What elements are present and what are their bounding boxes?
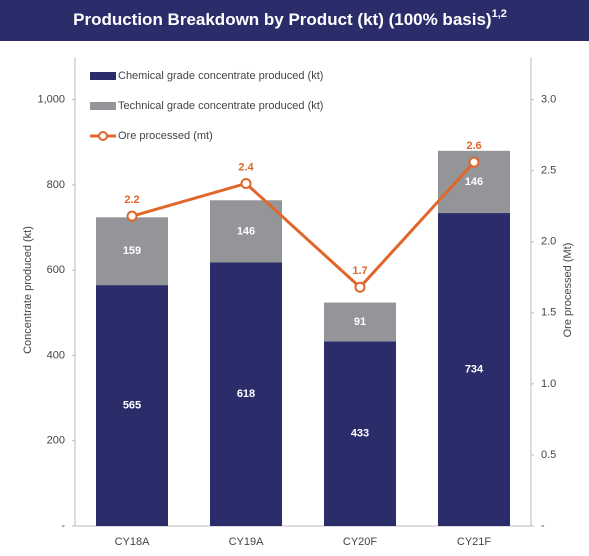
bar-segment bbox=[324, 341, 396, 526]
legend-label: Technical grade concentrate produced (kt… bbox=[118, 100, 323, 112]
bar-segment bbox=[438, 213, 510, 527]
title-note: 1,2 bbox=[492, 8, 507, 20]
y-tick-label: 800 bbox=[47, 179, 65, 191]
data-label: 2.6 bbox=[466, 140, 481, 152]
bar-segment bbox=[210, 200, 282, 263]
y2-tick-label: 3.0 bbox=[541, 94, 556, 106]
data-label: 433 bbox=[351, 428, 369, 440]
line-marker bbox=[468, 156, 480, 168]
bar-segment bbox=[210, 262, 282, 526]
data-label: 146 bbox=[465, 176, 483, 188]
legend-marker bbox=[98, 131, 108, 141]
data-label: 146 bbox=[237, 225, 255, 237]
data-label: 618 bbox=[237, 388, 255, 400]
chart-title: Production Breakdown by Product (kt) (10… bbox=[73, 8, 507, 30]
y2-tick-label: 1.0 bbox=[541, 378, 556, 390]
title-main: Production Breakdown by Product (kt) (10… bbox=[73, 10, 491, 29]
line-marker bbox=[240, 177, 252, 189]
legend-swatch bbox=[90, 72, 116, 80]
y-tick-label: 600 bbox=[47, 264, 65, 276]
y-tick-label: 400 bbox=[47, 349, 65, 361]
y2-tick-label: 2.5 bbox=[541, 165, 556, 177]
x-tick-label: CY21F bbox=[457, 536, 492, 548]
y-axis-title: Concentrate produced (kt) bbox=[22, 226, 34, 354]
data-label: 2.4 bbox=[238, 161, 254, 173]
line-marker bbox=[126, 210, 138, 222]
bar-segment bbox=[96, 285, 168, 526]
x-tick-label: CY18A bbox=[115, 536, 151, 548]
legend-label: Ore processed (mt) bbox=[118, 130, 213, 142]
line bbox=[131, 161, 476, 290]
data-label: 734 bbox=[465, 363, 484, 375]
data-label: 1.7 bbox=[352, 265, 367, 277]
bar-segment bbox=[324, 302, 396, 342]
x-tick-label: CY20F bbox=[343, 536, 378, 548]
bar-segment bbox=[96, 217, 168, 286]
y-tick-label: - bbox=[61, 520, 65, 532]
legend-swatch bbox=[90, 102, 116, 110]
line-marker bbox=[354, 281, 366, 293]
data-label: 2.2 bbox=[124, 194, 139, 206]
y2-axis-title: Ore processed (Mt) bbox=[562, 243, 574, 338]
y-tick-label: 200 bbox=[47, 435, 65, 447]
data-label: 565 bbox=[123, 399, 141, 411]
data-label: 91 bbox=[354, 316, 366, 328]
y2-tick-label: - bbox=[541, 520, 545, 532]
y-tick-label: 1,000 bbox=[37, 94, 65, 106]
data-label: 159 bbox=[123, 245, 141, 257]
title-banner bbox=[0, 0, 589, 41]
y2-tick-label: 2.0 bbox=[541, 236, 556, 248]
y2-tick-label: 1.5 bbox=[541, 307, 556, 319]
legend-label: Chemical grade concentrate produced (kt) bbox=[118, 70, 323, 82]
x-tick-label: CY19A bbox=[229, 536, 265, 548]
y2-tick-label: 0.5 bbox=[541, 449, 556, 461]
